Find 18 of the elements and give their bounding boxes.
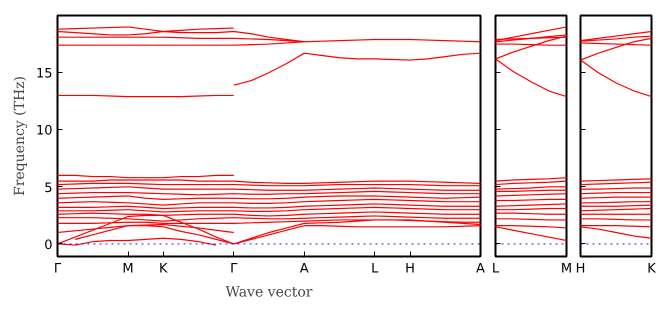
x-tick-label: L [492,262,500,276]
y-tick-label: 15 [36,66,53,82]
y-tick-label: 0 [44,238,53,253]
x-tick-label: M [560,262,572,276]
x-tick-label: K [158,262,168,276]
x-tick-label: M [122,262,134,276]
x-axis-title: Wave vector [226,284,313,300]
x-tick-label: A [300,262,309,276]
x-tick-label: L [371,262,380,276]
x-tick-label: Γ [54,262,62,276]
x-tick-label: H [576,262,586,276]
x-tick-label: A [476,262,486,276]
x-tick-label: K [647,262,656,276]
y-tick-label: 5 [44,180,53,196]
x-tick-label: H [405,262,415,276]
x-tick-label: Γ [230,262,238,276]
y-axis-title: Frequency (THz) [12,76,28,196]
y-tick-label: 10 [36,124,53,139]
